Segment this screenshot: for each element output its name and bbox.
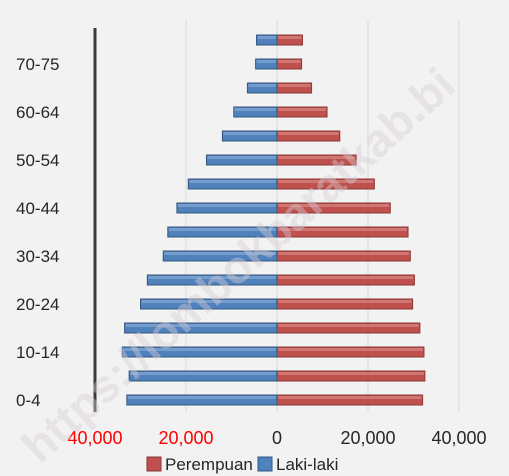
y-tick-label-50-54: 50-54: [16, 151, 59, 170]
x-tick-labels: 40,000 20,000 0 20,000 40,000: [67, 428, 486, 448]
bar-highlight-15-19: [278, 324, 419, 327]
bar-highlight-20-24: [278, 300, 412, 303]
x-tick-label-1: 20,000: [158, 428, 213, 448]
y-tick-label-20-24: 20-24: [16, 295, 59, 314]
y-tick-label-0-4: 0-4: [16, 391, 41, 410]
bar-highlight-50-54: [207, 156, 276, 159]
x-tick-label-2: 0: [272, 428, 282, 448]
bar-highlight-25-29: [278, 276, 414, 279]
y-tick-label-60-64: 60-64: [16, 103, 59, 122]
bar-highlight-45-49: [278, 180, 374, 183]
y-tick-label-30-34: 30-34: [16, 247, 59, 266]
bar-highlight-5-9: [130, 372, 276, 375]
bar-highlight-20-24: [141, 300, 276, 303]
bar-highlight-35-39: [278, 228, 408, 231]
bar-laki-laki-50-54: [205, 154, 278, 166]
bar-highlight-10-14: [278, 348, 423, 351]
bar-highlight-65-69: [278, 84, 311, 87]
bar-highlight-55-59: [223, 132, 276, 135]
bar-laki-laki-75+: [256, 34, 278, 46]
watermark-text: https://lombokbaratkab.bi: [12, 58, 465, 473]
bar-highlight-10-14: [123, 348, 276, 351]
y-tick-label-70-75: 70-75: [16, 55, 59, 74]
bar-highlight-30-34: [164, 252, 276, 255]
bar-highlight-75+: [257, 36, 276, 39]
bar-highlight-70-75: [256, 60, 276, 63]
bar-laki-laki-20-24: [140, 298, 278, 310]
bar-highlight-75+: [278, 36, 302, 39]
bar-highlight-40-44: [177, 204, 276, 207]
bar-laki-laki-5-9: [128, 370, 278, 382]
bar-highlight-5-9: [278, 372, 424, 375]
bar-highlight-40-44: [278, 204, 390, 207]
legend-label-perempuan: Perempuan: [165, 455, 253, 474]
legend-swatch-perempuan: [146, 456, 162, 472]
bar-laki-laki-15-19: [124, 322, 278, 334]
legend-swatch-laki-laki: [257, 456, 273, 472]
bar-laki-laki-40-44: [176, 202, 278, 214]
bar-highlight-70-75: [278, 60, 301, 63]
bar-laki-laki-25-29: [146, 274, 278, 286]
bar-laki-laki-30-34: [162, 250, 278, 262]
y-tick-label-40-44: 40-44: [16, 199, 59, 218]
y-tick-label-10-14: 10-14: [16, 343, 59, 362]
bar-laki-laki-60-64: [233, 106, 278, 118]
bar-laki-laki-45-49: [187, 178, 278, 190]
bar-laki-laki-10-14: [121, 346, 278, 358]
bar-highlight-60-64: [234, 108, 276, 111]
bar-laki-laki-35-39: [167, 226, 278, 238]
bar-laki-laki-70-75: [255, 58, 278, 70]
bar-highlight-45-49: [189, 180, 276, 183]
bar-highlight-25-29: [148, 276, 276, 279]
bar-highlight-50-54: [278, 156, 356, 159]
bar-laki-laki-55-59: [221, 130, 278, 142]
bar-highlight-15-19: [125, 324, 276, 327]
legend: Perempuan Laki-laki: [146, 455, 338, 474]
y-tick-labels: 0-4 10-14 20-24 30-34 40-44 50-54 60-64 70-75: [16, 55, 59, 410]
bar-highlight-60-64: [278, 108, 327, 111]
bar-highlight-30-34: [278, 252, 410, 255]
legend-label-laki-laki: Laki-laki: [276, 455, 338, 474]
x-tick-label-4: 40,000: [431, 428, 486, 448]
bar-highlight-55-59: [278, 132, 339, 135]
bar-laki-laki-0-4: [126, 394, 278, 406]
bar-highlight-0-4: [278, 396, 422, 399]
bar-highlight-65-69: [248, 84, 276, 87]
bar-laki-laki-65-69: [246, 82, 278, 94]
bars: [121, 34, 426, 406]
bar-highlight-0-4: [127, 396, 276, 399]
x-tick-label-3: 20,000: [340, 428, 395, 448]
x-tick-label-0: 40,000: [67, 428, 122, 448]
bar-highlight-35-39: [168, 228, 276, 231]
